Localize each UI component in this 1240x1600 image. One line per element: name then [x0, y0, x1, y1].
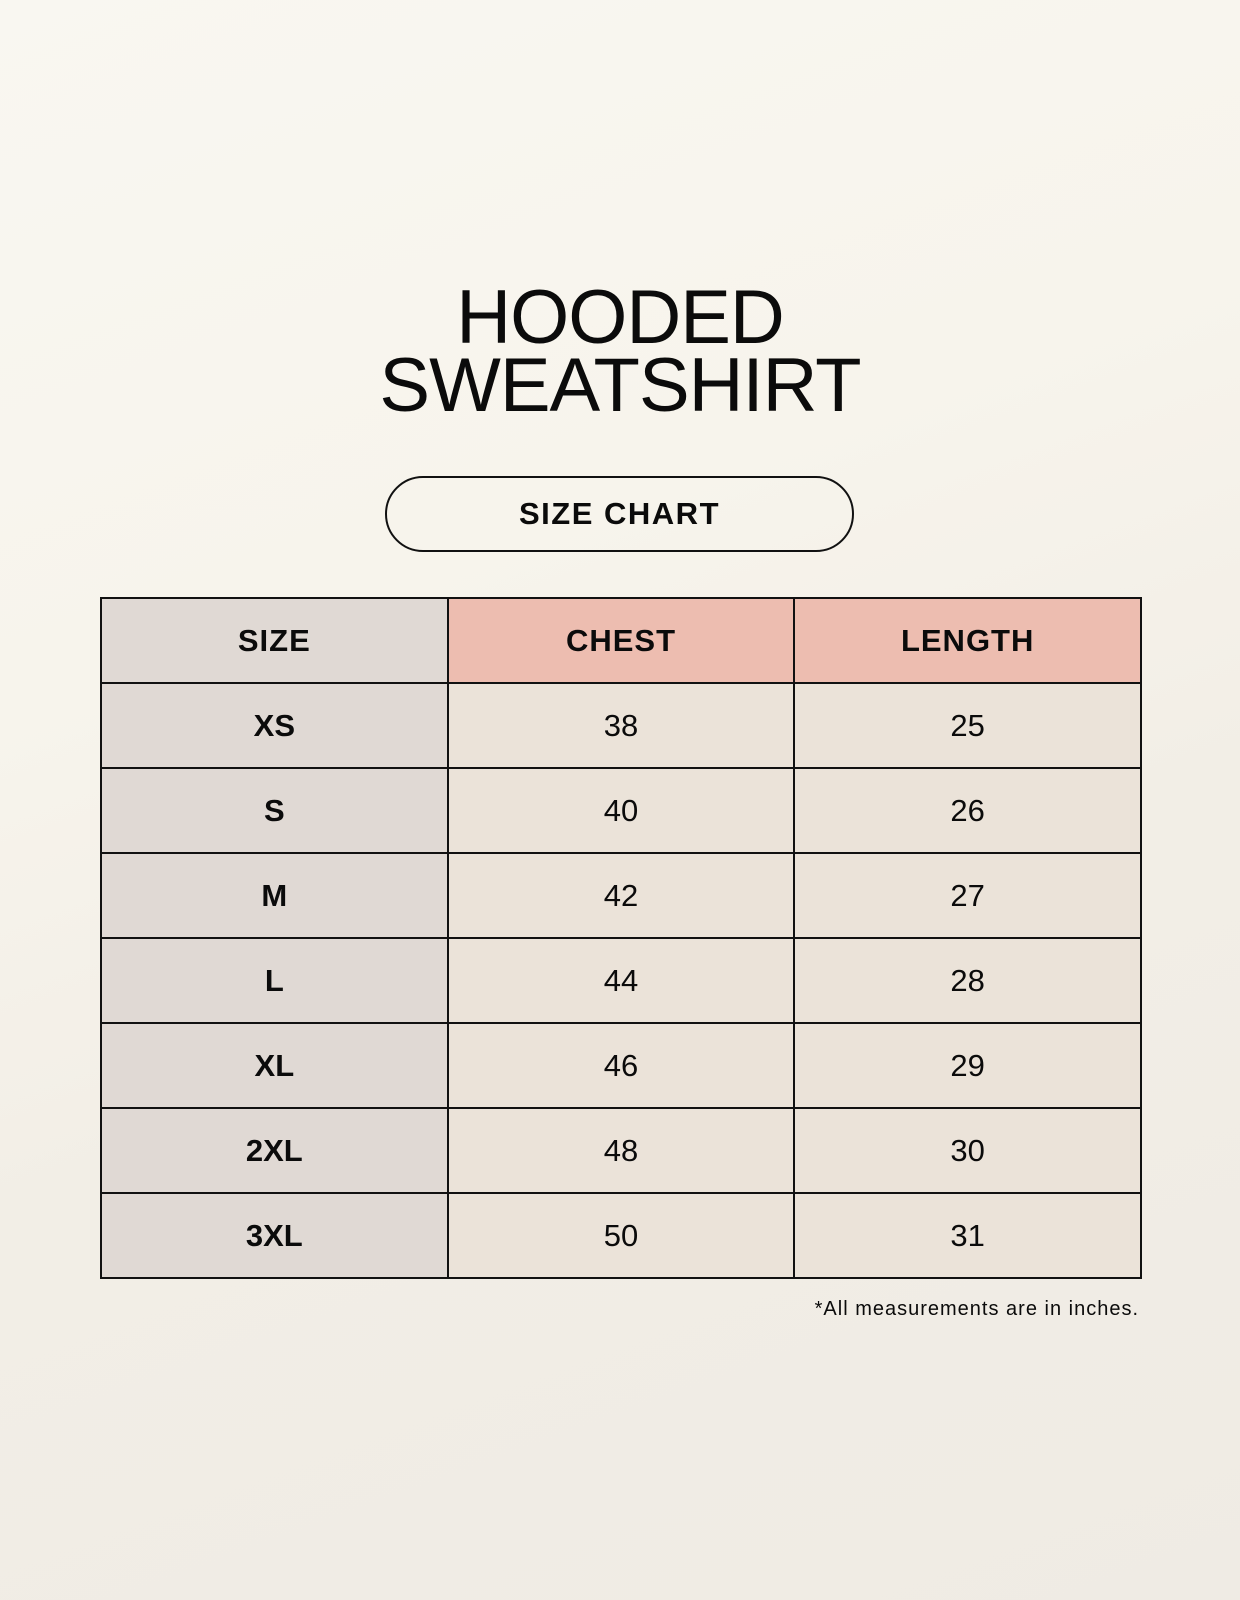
table-row: XS 38 25	[100, 682, 1142, 769]
header-size: SIZE	[100, 597, 449, 684]
table-header-row: SIZE CHEST LENGTH	[100, 597, 1142, 684]
cell-length: 30	[793, 1107, 1142, 1194]
cell-size: 3XL	[100, 1192, 449, 1279]
table-row: L 44 28	[100, 937, 1142, 1024]
header-length: LENGTH	[793, 597, 1142, 684]
table-row: S 40 26	[100, 767, 1142, 854]
cell-length: 29	[793, 1022, 1142, 1109]
table-row: 2XL 48 30	[100, 1107, 1142, 1194]
cell-chest: 40	[446, 767, 796, 854]
cell-size: 2XL	[100, 1107, 449, 1194]
page-title: HOODED SWEATSHIRT	[0, 275, 1240, 428]
cell-size: S	[100, 767, 449, 854]
size-table: SIZE CHEST LENGTH XS 38 25 S 40 26 M 42 27 L 44 28 X…	[100, 597, 1142, 1279]
cell-length: 27	[793, 852, 1142, 939]
cell-length: 25	[793, 682, 1142, 769]
cell-size: M	[100, 852, 449, 939]
table-row: XL 46 29	[100, 1022, 1142, 1109]
title-line-2: SWEATSHIRT	[379, 343, 861, 428]
title-line-1: HOODED	[456, 275, 785, 360]
cell-chest: 48	[446, 1107, 796, 1194]
table-row: M 42 27	[100, 852, 1142, 939]
cell-size: XL	[100, 1022, 449, 1109]
cell-size: L	[100, 937, 449, 1024]
header-chest: CHEST	[446, 597, 796, 684]
cell-chest: 38	[446, 682, 796, 769]
cell-length: 31	[793, 1192, 1142, 1279]
cell-chest: 50	[446, 1192, 796, 1279]
cell-size: XS	[100, 682, 449, 769]
size-chart-label: SIZE CHART	[385, 476, 854, 552]
cell-length: 28	[793, 937, 1142, 1024]
cell-length: 26	[793, 767, 1142, 854]
cell-chest: 46	[446, 1022, 796, 1109]
table-row: 3XL 50 31	[100, 1192, 1142, 1279]
cell-chest: 42	[446, 852, 796, 939]
cell-chest: 44	[446, 937, 796, 1024]
measurement-note: *All measurements are in inches.	[814, 1298, 1139, 1320]
